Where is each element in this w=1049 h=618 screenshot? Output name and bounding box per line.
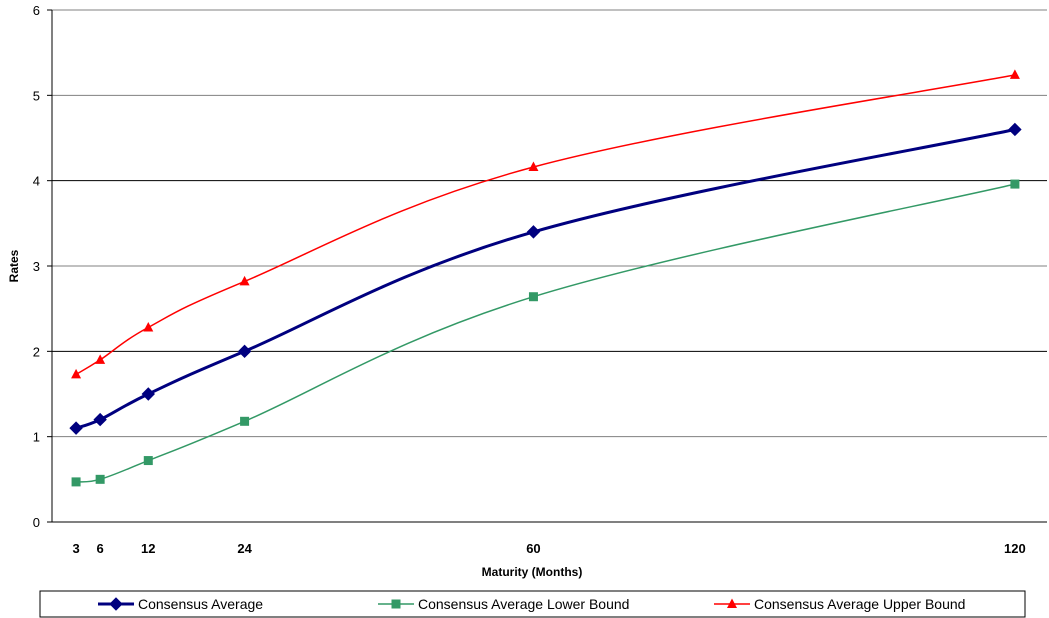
data-point: [143, 456, 153, 466]
data-point: [240, 416, 250, 426]
x-tick-labels: 3 6 12 24 60 120: [72, 541, 1025, 556]
series: [69, 69, 1022, 487]
data-point: [1009, 69, 1020, 79]
legend-entry-3: Consensus Average Upper Bound: [714, 596, 965, 612]
y-tick-label: 4: [33, 174, 40, 189]
legend: Consensus Average Consensus Average Lower…: [39, 590, 1026, 618]
data-point: [141, 387, 155, 401]
legend-box: [39, 590, 1026, 618]
series-line: [75, 128, 1016, 430]
data-point: [1010, 179, 1020, 189]
x-tick-label: 60: [526, 541, 540, 556]
x-tick-label: 3: [72, 541, 79, 556]
y-tick-label: 6: [33, 3, 40, 18]
y-tick-label: 3: [33, 259, 40, 274]
legend-label: Consensus Average: [138, 596, 263, 612]
x-tick-label: 12: [141, 541, 155, 556]
y-tick-label: 0: [33, 515, 40, 530]
series-2: [71, 179, 1020, 487]
legend-entry-1: Consensus Average: [98, 596, 263, 612]
x-tick-label: 6: [97, 541, 104, 556]
series-line: [76, 183, 1016, 483]
legend-marker: [391, 599, 401, 609]
gridlines: [52, 9, 1047, 438]
y-axis-title: Rates: [7, 249, 21, 282]
legend-label: Consensus Average Upper Bound: [754, 596, 965, 612]
axes: [47, 9, 1047, 523]
legend-marker: [109, 597, 123, 611]
legend-entries: Consensus Average Consensus Average Lower…: [98, 596, 965, 612]
data-point: [95, 474, 105, 484]
data-point: [71, 368, 82, 379]
data-point: [1008, 122, 1022, 137]
legend-label: Consensus Average Lower Bound: [418, 596, 629, 612]
data-point: [528, 292, 538, 302]
y-tick-labels: 0 1 2 3 4 5 6: [33, 3, 40, 530]
series-1: [69, 122, 1022, 435]
x-tick-label: 120: [1004, 541, 1026, 556]
data-point: [93, 412, 107, 427]
data-point: [239, 275, 250, 286]
y-tick-label: 5: [33, 88, 40, 103]
series-line: [75, 74, 1016, 376]
series-3: [71, 69, 1020, 379]
x-tick-label: 24: [237, 541, 252, 556]
y-tick-label: 2: [33, 344, 40, 359]
data-point: [526, 225, 541, 239]
data-point: [143, 321, 154, 332]
y-tick-label: 1: [33, 430, 40, 445]
x-axis-title: Maturity (Months): [482, 565, 583, 579]
data-point: [95, 354, 106, 364]
legend-marker: [727, 598, 737, 608]
data-point: [237, 344, 252, 359]
data-point: [528, 161, 539, 172]
data-point: [71, 477, 81, 487]
legend-entry-2: Consensus Average Lower Bound: [378, 596, 629, 612]
data-point: [69, 421, 83, 435]
